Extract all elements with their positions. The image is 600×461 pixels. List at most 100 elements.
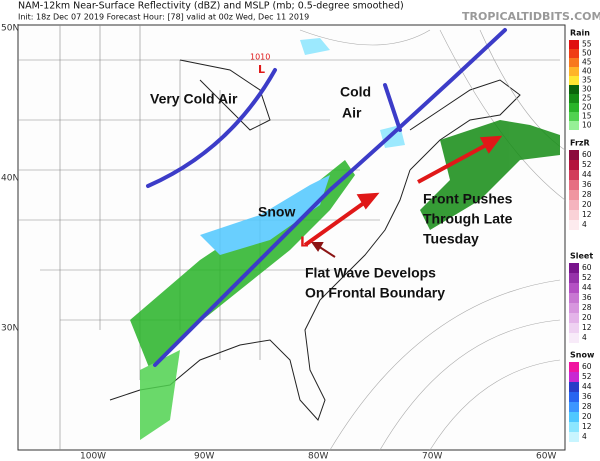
legend-swatch xyxy=(569,121,579,130)
legend-swatch xyxy=(569,150,579,160)
legend-tick-label: 44 xyxy=(582,382,592,391)
legend-tick-label: 10 xyxy=(582,121,592,130)
legend-title: Rain xyxy=(570,29,590,38)
legend-tick-label: 60 xyxy=(582,362,592,371)
precipitation xyxy=(130,38,560,440)
lat-label: 40N xyxy=(1,174,19,184)
legend-swatch xyxy=(569,160,579,170)
annotation: Flat Wave Develops xyxy=(305,265,436,281)
legend-tick-label: 36 xyxy=(582,293,592,302)
legend-swatch xyxy=(569,200,579,210)
lat-label: 50N xyxy=(1,24,19,34)
front-arrows xyxy=(146,28,507,367)
legend-swatch xyxy=(569,412,579,422)
legend-swatch xyxy=(569,313,579,323)
legend-tick-label: 28 xyxy=(582,303,592,312)
legend-tick-label: 12 xyxy=(582,422,592,431)
legend-tick-label: 25 xyxy=(582,94,592,103)
annotation: Snow xyxy=(258,204,295,220)
annotation: Air xyxy=(342,105,362,121)
legend-title: Snow xyxy=(570,351,595,360)
legend-tick-label: 36 xyxy=(582,392,592,401)
legend-swatch xyxy=(569,392,579,402)
legend-tick-label: 45 xyxy=(582,58,592,67)
legend-swatch xyxy=(569,170,579,180)
legend-tick-label: 52 xyxy=(582,160,592,169)
low-marker: L xyxy=(300,236,308,251)
legend-tick-label: 40 xyxy=(582,67,592,76)
legend-tick-label: 44 xyxy=(582,170,592,179)
legend-swatch xyxy=(569,432,579,442)
legend-swatch xyxy=(569,49,579,58)
legend-tick-label: 35 xyxy=(582,76,592,85)
site-name: TROPICALTIDBITS.COM xyxy=(462,10,600,23)
legend: Rain55504540353025201510FrzR605244362820… xyxy=(569,29,595,442)
legend-tick-label: 50 xyxy=(582,49,592,58)
legend-swatch xyxy=(569,283,579,293)
legend-tick-label: 20 xyxy=(582,313,592,322)
legend-tick-label: 60 xyxy=(582,150,592,159)
legend-tick-label: 55 xyxy=(582,40,592,49)
annotation: Very Cold Air xyxy=(150,91,238,107)
annotation: Tuesday xyxy=(423,231,479,247)
legend-swatch xyxy=(569,382,579,392)
lon-label: 90W xyxy=(194,452,214,461)
legend-tick-label: 28 xyxy=(582,402,592,411)
legend-tick-label: 60 xyxy=(582,263,592,272)
legend-tick-label: 12 xyxy=(582,323,592,332)
legend-swatch xyxy=(569,85,579,94)
legend-tick-label: 36 xyxy=(582,180,592,189)
legend-swatch xyxy=(569,293,579,303)
lon-label: 80W xyxy=(308,452,328,461)
title: NAM-12km Near-Surface Reflectivity (dBZ)… xyxy=(18,1,404,12)
wave-arrow xyxy=(311,242,336,258)
legend-swatch xyxy=(569,58,579,67)
legend-swatch xyxy=(569,103,579,112)
legend-swatch xyxy=(569,94,579,103)
legend-swatch xyxy=(569,333,579,343)
legend-tick-label: 28 xyxy=(582,190,592,199)
legend-swatch xyxy=(569,263,579,273)
lon-label: 100W xyxy=(80,452,106,461)
isobars xyxy=(299,29,566,451)
legend-tick-label: 30 xyxy=(582,85,592,94)
legend-swatch xyxy=(569,362,579,372)
legend-swatch xyxy=(569,372,579,382)
annotation: On Frontal Boundary xyxy=(305,285,445,301)
annotation: Through Late xyxy=(423,211,513,227)
legend-tick-label: 52 xyxy=(582,372,592,381)
legend-swatch xyxy=(569,220,579,230)
annotation: Front Pushes xyxy=(423,191,513,207)
coastline xyxy=(109,59,521,421)
legend-swatch xyxy=(569,76,579,85)
map: L L 1010 Very Cold Air Cold Air Snow Fro… xyxy=(17,24,566,451)
legend-tick-label: 4 xyxy=(582,220,587,229)
axes: 50N 40N 30N 100W 90W 80W 70W 60W xyxy=(1,24,556,461)
legend-tick-label: 52 xyxy=(582,273,592,282)
lon-label: 60W xyxy=(536,452,556,461)
legend-swatch xyxy=(569,210,579,220)
legend-swatch xyxy=(569,303,579,313)
red-arrows xyxy=(303,135,503,247)
low-marker: L xyxy=(258,63,265,76)
legend-swatch xyxy=(569,323,579,333)
annotation: Cold xyxy=(340,84,371,100)
legend-tick-label: 20 xyxy=(582,200,592,209)
pressure-label: 1010 xyxy=(250,53,270,62)
legend-swatch xyxy=(569,190,579,200)
legend-swatch xyxy=(569,112,579,121)
legend-tick-label: 12 xyxy=(582,210,592,219)
legend-swatch xyxy=(569,67,579,76)
legend-swatch xyxy=(569,402,579,412)
subtitle: Init: 18z Dec 07 2019 Forecast Hour: [78… xyxy=(18,13,309,22)
lon-label: 70W xyxy=(422,452,442,461)
legend-swatch xyxy=(569,40,579,49)
legend-swatch xyxy=(569,422,579,432)
legend-tick-label: 20 xyxy=(582,103,592,112)
legend-tick-label: 15 xyxy=(582,112,592,121)
legend-title: FrzR xyxy=(570,139,590,148)
legend-tick-label: 20 xyxy=(582,412,592,421)
legend-tick-label: 4 xyxy=(582,333,587,342)
legend-tick-label: 4 xyxy=(582,432,587,441)
